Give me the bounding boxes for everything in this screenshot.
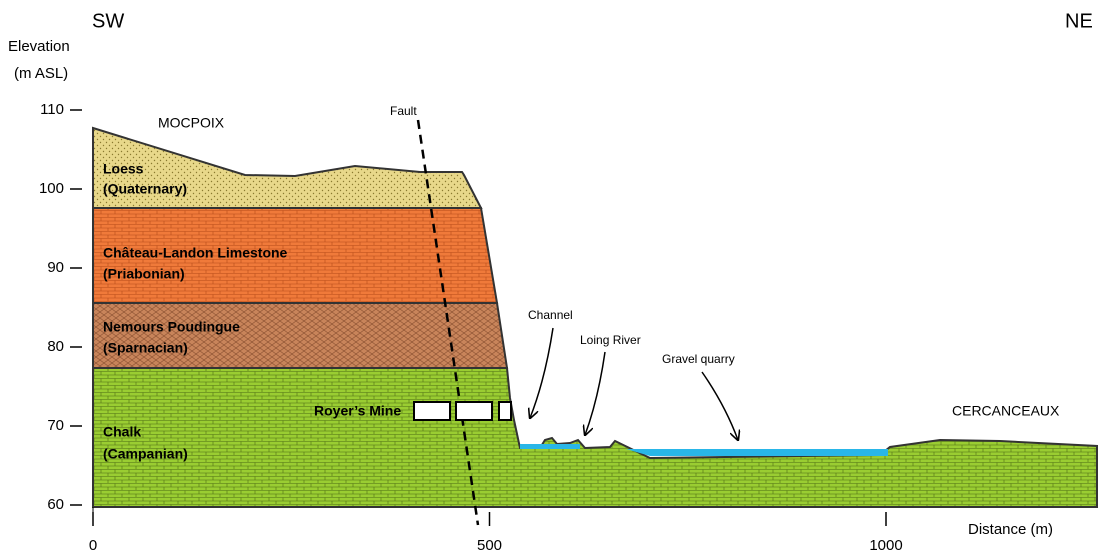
arrow [701,371,738,440]
y-axis-label: Elevation [8,38,70,55]
y-axis-label: (m ASL) [14,65,68,82]
quarry-water [626,449,888,456]
chalk [92,367,1098,508]
layer-name: Château-Landon Limestone [103,245,288,261]
strata [92,126,1098,508]
layer-name: Loess [103,161,144,177]
gallery [498,401,512,421]
nemours [92,302,509,369]
annotation: Royer’s Mine [314,403,401,419]
direction: SW [92,10,124,32]
y-tick-label: 110 [40,101,64,118]
gallery [413,401,451,421]
y-tick-label: 100 [39,180,64,197]
fault-line [416,119,480,526]
mine-galleries [413,401,512,421]
place: MOCPOIX [158,115,225,131]
place: CERCANCEAUX [952,403,1060,419]
annotation: Loing River [580,333,641,347]
x-tick-label: 500 [477,537,502,554]
arrow [530,327,554,418]
layer-age: (Sparnacian) [103,340,188,356]
y-tick-label: 70 [47,417,64,434]
layer-age: (Campanian) [103,446,188,462]
layer-age: (Priabonian) [103,266,185,282]
annotation: Gravel quarry [662,352,735,366]
y-tick-label: 90 [47,259,64,276]
x-axis-label: Distance (m) [968,521,1053,538]
channel-water [520,444,580,449]
annotation: Channel [528,308,573,322]
annotation: Fault [390,104,417,118]
y-tick-label: 80 [47,338,64,355]
layer-name: Nemours Poudingue [103,319,240,335]
loess [92,126,483,209]
arrow [585,351,606,435]
arrows [530,327,738,440]
x-tick-label: 1000 [869,537,902,554]
layer-age: (Quaternary) [103,181,187,197]
layer-name: Chalk [103,424,141,440]
direction: NE [1065,10,1093,32]
x-tick-label: 0 [89,537,97,554]
gallery [455,401,493,421]
y-tick-label: 60 [47,496,64,513]
